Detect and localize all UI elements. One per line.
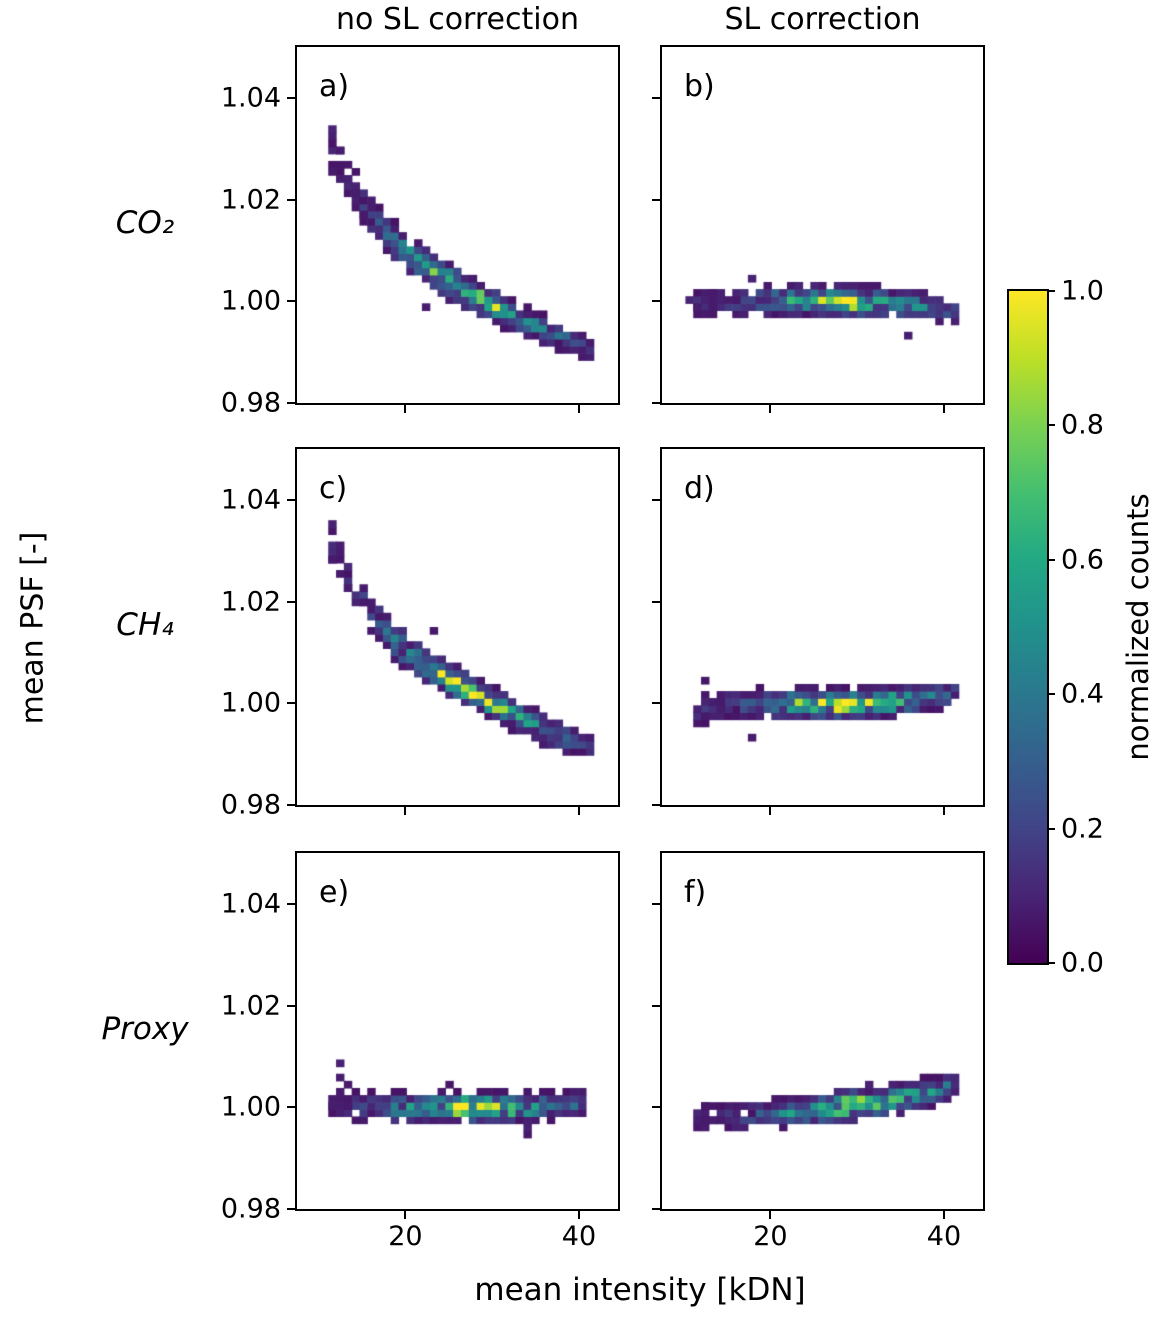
x-tick-mark bbox=[404, 1211, 407, 1219]
y-tick-mark bbox=[652, 300, 660, 303]
x-tick-mark bbox=[577, 1211, 580, 1219]
colorbar-gradient bbox=[1009, 291, 1047, 963]
y-tick-mark bbox=[287, 804, 295, 806]
x-tick-mark bbox=[404, 405, 407, 413]
y-tick-mark bbox=[652, 1004, 660, 1007]
y-tick-label: 1.02 bbox=[220, 990, 281, 1022]
y-tick-mark bbox=[652, 96, 660, 99]
panel-label-a: a) bbox=[319, 69, 350, 104]
colorbar-tick-mark bbox=[1047, 962, 1055, 964]
panel-d-ch4-sl: d) bbox=[652, 447, 985, 815]
colorbar-label: normalized counts bbox=[1121, 493, 1155, 761]
y-tick-mark bbox=[652, 902, 660, 905]
x-tick-label: 40 bbox=[926, 1221, 962, 1252]
colorbar-tick-mark bbox=[1047, 693, 1055, 696]
colorbar-tick-mark bbox=[1047, 558, 1055, 561]
x-tick-mark bbox=[769, 807, 772, 815]
histogram-canvas-d bbox=[662, 449, 983, 805]
y-tick-mark bbox=[287, 702, 295, 705]
colorbar-tick-mark bbox=[1047, 290, 1055, 292]
y-axis-label: mean PSF [-] bbox=[15, 531, 51, 725]
x-tick-mark bbox=[404, 807, 407, 815]
y-tick-mark bbox=[287, 1208, 295, 1210]
y-tick-mark bbox=[287, 600, 295, 603]
y-tick-mark bbox=[287, 1004, 295, 1007]
y-tick-label: 1.02 bbox=[220, 184, 281, 216]
colorbar-tick-label: 0.8 bbox=[1061, 409, 1104, 441]
y-tick-label: 1.00 bbox=[220, 687, 281, 719]
column-title-sl-correction: SL correction bbox=[724, 2, 921, 37]
x-tick-mark bbox=[577, 807, 580, 815]
row-label-proxy: Proxy bbox=[101, 1011, 189, 1047]
x-tick-label: 40 bbox=[561, 1221, 597, 1252]
x-tick-mark bbox=[769, 1211, 772, 1219]
panel-f-proxy-sl: f) 20 40 bbox=[652, 851, 985, 1252]
histogram-canvas-f bbox=[662, 853, 983, 1209]
x-tick-mark bbox=[942, 1211, 945, 1219]
y-tick-label: 1.00 bbox=[220, 285, 281, 317]
panel-label-d: d) bbox=[684, 471, 715, 506]
y-tick-mark bbox=[652, 1106, 660, 1109]
y-tick-label: 1.00 bbox=[220, 1091, 281, 1123]
x-tick-label: 20 bbox=[753, 1221, 788, 1252]
colorbar-tick-label: 0.4 bbox=[1061, 678, 1104, 710]
colorbar-tick-label: 0.2 bbox=[1061, 813, 1104, 845]
y-tick-mark bbox=[287, 402, 295, 404]
panel-label-c: c) bbox=[319, 471, 348, 506]
y-tick-label: 0.98 bbox=[220, 789, 281, 821]
x-tick-mark bbox=[942, 807, 945, 815]
histogram-canvas-e bbox=[297, 853, 618, 1209]
y-tick-mark bbox=[652, 702, 660, 705]
y-tick-label: 0.98 bbox=[220, 1193, 281, 1225]
histogram-canvas-a bbox=[297, 47, 618, 403]
y-tick-mark bbox=[287, 300, 295, 303]
colorbar-tick-label: 0.0 bbox=[1061, 947, 1104, 979]
y-tick-label: 1.02 bbox=[220, 586, 281, 618]
y-tick-mark bbox=[287, 498, 295, 501]
x-tick-mark bbox=[577, 405, 580, 413]
colorbar-tick-mark bbox=[1047, 424, 1055, 427]
panel-label-e: e) bbox=[319, 875, 350, 910]
y-tick-mark bbox=[287, 96, 295, 99]
y-tick-mark bbox=[652, 498, 660, 501]
panel-a-co2-no-sl: a) 1.04 1.02 1.00 0.98 bbox=[221, 45, 620, 419]
y-tick-mark bbox=[652, 600, 660, 603]
panel-label-b: b) bbox=[684, 69, 715, 104]
y-tick-label: 0.98 bbox=[220, 387, 281, 419]
x-tick-mark bbox=[769, 405, 772, 413]
x-tick-mark bbox=[942, 405, 945, 413]
histogram-canvas-c bbox=[297, 449, 618, 805]
panel-b-co2-sl: b) bbox=[652, 45, 985, 413]
y-tick-mark bbox=[287, 198, 295, 201]
x-axis-label: mean intensity [kDN] bbox=[474, 1272, 806, 1308]
row-label-co2: CO₂ bbox=[115, 205, 175, 241]
y-tick-mark bbox=[287, 902, 295, 905]
row-label-ch4: CH₄ bbox=[116, 607, 174, 643]
colorbar: 1.0 0.8 0.6 0.4 0.2 0.0 bbox=[1007, 276, 1104, 979]
y-tick-mark bbox=[652, 198, 660, 201]
panel-e-proxy-no-sl: e) 20 40 1.04 1.02 1.00 0.98 bbox=[221, 851, 620, 1252]
panel-c-ch4-no-sl: c) 1.04 1.02 1.00 0.98 bbox=[221, 447, 620, 821]
colorbar-tick-mark bbox=[1047, 827, 1055, 830]
histogram-canvas-b bbox=[662, 47, 983, 403]
colorbar-tick-label: 1.0 bbox=[1061, 275, 1104, 307]
panel-label-f: f) bbox=[684, 875, 707, 910]
y-tick-mark bbox=[652, 402, 660, 404]
y-tick-mark bbox=[287, 1106, 295, 1109]
y-tick-label: 1.04 bbox=[220, 484, 281, 516]
colorbar-tick-label: 0.6 bbox=[1061, 544, 1104, 576]
y-tick-mark bbox=[652, 1208, 660, 1210]
x-tick-label: 20 bbox=[388, 1221, 423, 1252]
y-tick-label: 1.04 bbox=[220, 82, 281, 114]
y-tick-label: 1.04 bbox=[220, 888, 281, 920]
column-title-no-sl-correction: no SL correction bbox=[336, 2, 579, 37]
y-tick-mark bbox=[652, 804, 660, 806]
